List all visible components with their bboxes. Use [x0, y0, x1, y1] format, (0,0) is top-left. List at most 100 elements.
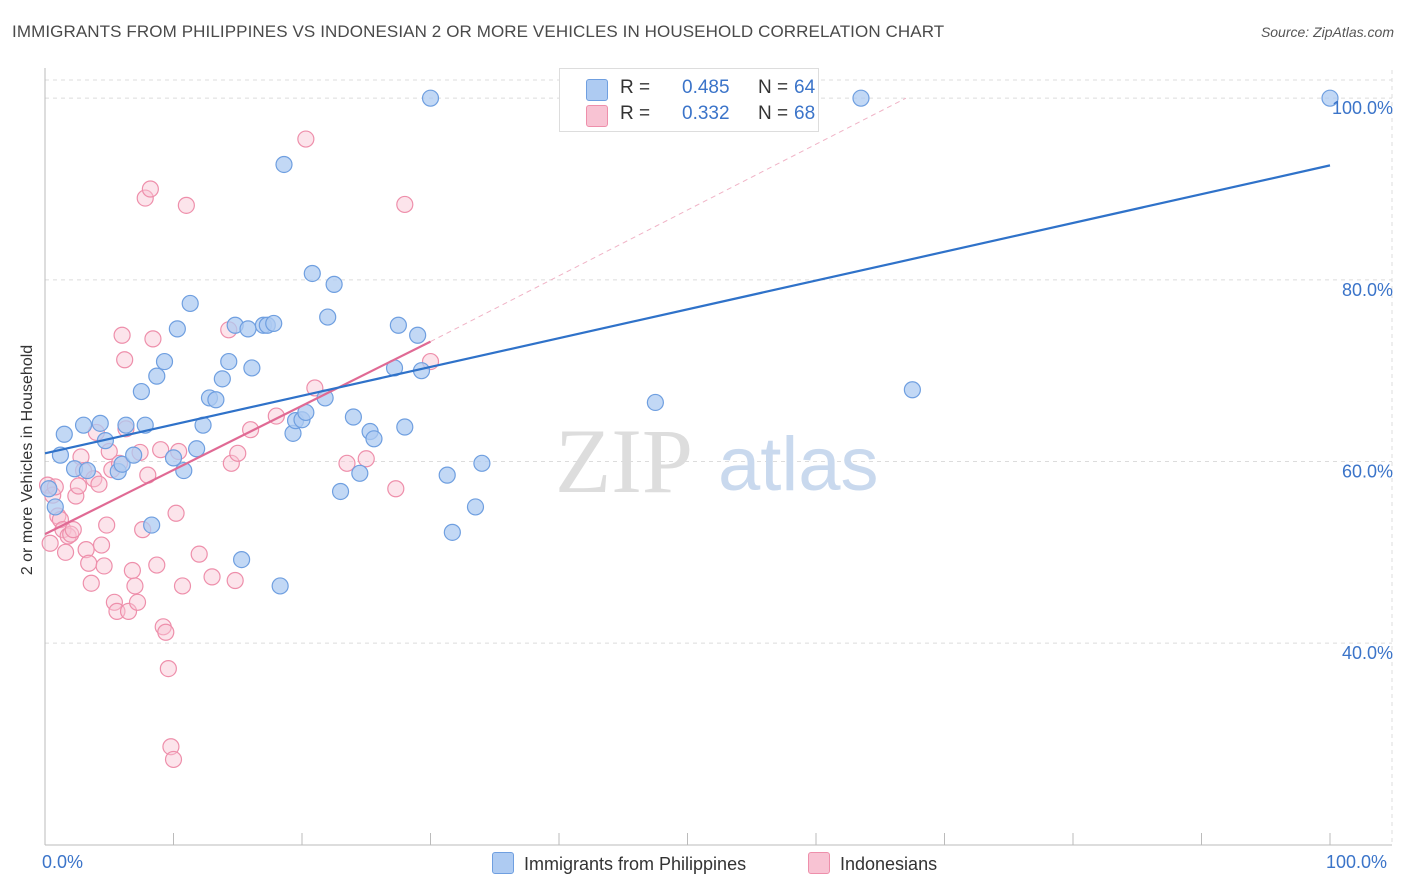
philippines-point — [91, 414, 109, 432]
philippines-point — [421, 89, 440, 107]
n-value: 68 — [794, 103, 816, 124]
indonesian-point — [357, 450, 375, 468]
indonesian-trend-extension — [430, 97, 907, 343]
philippines-point — [74, 416, 93, 434]
philippines-point — [132, 382, 150, 401]
r-label: R = — [620, 77, 651, 98]
blue-swatch-icon — [492, 852, 514, 874]
indonesian-point — [136, 189, 154, 207]
pink-swatch-icon — [586, 105, 608, 127]
philippines-point — [188, 440, 206, 458]
philippines-point — [265, 314, 283, 333]
indonesian-point — [69, 477, 88, 495]
philippines-point — [325, 275, 343, 293]
philippines-point — [1321, 89, 1339, 107]
philippines-point — [164, 449, 183, 467]
philippines-point — [155, 352, 174, 371]
indonesian-point — [62, 525, 80, 543]
indonesian-point — [157, 623, 175, 641]
indonesian-point — [173, 577, 192, 595]
philippines-point — [275, 155, 293, 174]
indonesian-point — [338, 454, 356, 472]
indonesian-point — [159, 659, 177, 678]
philippines-point — [852, 89, 870, 107]
philippines-point — [903, 381, 921, 399]
n-label: N = — [758, 103, 789, 124]
indonesian-point — [190, 545, 208, 563]
indonesian-point — [177, 196, 195, 214]
legend-item-philippines: Immigrants from Philippines — [492, 852, 746, 875]
y-tick-label-60: 60.0% — [1342, 462, 1393, 482]
philippines-point — [233, 550, 251, 569]
source-label: Source: ZipAtlas.com — [1260, 24, 1394, 40]
gridlines — [45, 70, 1393, 843]
x-tick-label-min: 0.0% — [42, 852, 84, 872]
legend-label-philippines: Immigrants from Philippines — [524, 854, 747, 874]
indonesian-point — [64, 521, 82, 539]
watermark-zip: ZIP — [555, 410, 693, 512]
philippines-point — [220, 352, 238, 371]
stats-legend: R = 0.485 N = 64 R = 0.332 N = 68 — [559, 68, 819, 132]
philippines-point — [389, 316, 407, 334]
philippines-point — [396, 418, 414, 436]
indonesian-point — [128, 593, 147, 611]
pink-swatch-icon — [808, 852, 830, 874]
philippines-point — [351, 464, 369, 482]
indonesian-point — [152, 441, 170, 459]
indonesian-point — [95, 557, 113, 575]
y-tick-label-100: 100.0% — [1332, 98, 1393, 118]
y-tick-labels: 40.0% 60.0% 80.0% 100.0% — [1332, 98, 1393, 663]
trend-lines — [44, 97, 1331, 536]
watermark-atlas: atlas — [718, 422, 879, 507]
philippines-points — [40, 89, 1339, 595]
philippines-point — [125, 446, 143, 464]
indonesian-point — [222, 454, 240, 472]
indonesian-point — [82, 574, 100, 592]
philippines-point — [55, 425, 73, 443]
philippines-point — [148, 367, 166, 385]
r-label: R = — [620, 103, 651, 124]
legend-item-indonesians: Indonesians — [808, 852, 937, 875]
philippines-point — [181, 294, 199, 313]
n-value: 64 — [794, 77, 816, 98]
indonesian-point — [167, 504, 185, 522]
indonesian-point — [123, 561, 141, 580]
indonesian-point — [297, 130, 315, 148]
philippines-point — [303, 264, 321, 283]
indonesian-points — [38, 130, 440, 769]
philippines-point — [207, 391, 225, 409]
indonesian-point — [162, 738, 180, 756]
philippines-trend-line — [44, 164, 1331, 455]
indonesian-point — [77, 541, 95, 559]
n-label: N = — [758, 77, 789, 98]
chart-title: IMMIGRANTS FROM PHILIPPINES VS INDONESIA… — [12, 22, 945, 41]
indonesian-point — [164, 750, 183, 769]
y-tick-label-40: 40.0% — [1342, 643, 1393, 663]
indonesian-point — [396, 195, 414, 214]
philippines-point — [117, 416, 135, 434]
r-value: 0.332 — [682, 103, 730, 124]
indonesian-point — [141, 180, 159, 198]
philippines-point — [143, 516, 161, 534]
indonesian-point — [98, 516, 116, 534]
x-tick-label-max: 100.0% — [1326, 852, 1388, 872]
indonesian-point — [203, 568, 221, 586]
indonesian-point — [67, 487, 85, 505]
indonesian-point — [113, 326, 131, 344]
philippines-point — [646, 393, 664, 412]
philippines-point — [438, 466, 456, 484]
watermark: ZIP atlas — [555, 410, 879, 512]
indonesian-point — [92, 536, 111, 554]
philippines-point — [243, 359, 261, 377]
philippines-point — [319, 308, 337, 326]
indonesian-trend-line — [44, 340, 431, 536]
y-tick-label-80: 80.0% — [1342, 280, 1393, 300]
philippines-point — [46, 498, 64, 516]
philippines-point — [239, 320, 257, 338]
axes — [44, 68, 1392, 846]
philippines-point — [331, 482, 350, 501]
indonesian-point — [90, 475, 108, 493]
indonesian-point — [80, 554, 98, 572]
philippines-point — [168, 320, 186, 338]
philippines-point — [466, 498, 485, 516]
